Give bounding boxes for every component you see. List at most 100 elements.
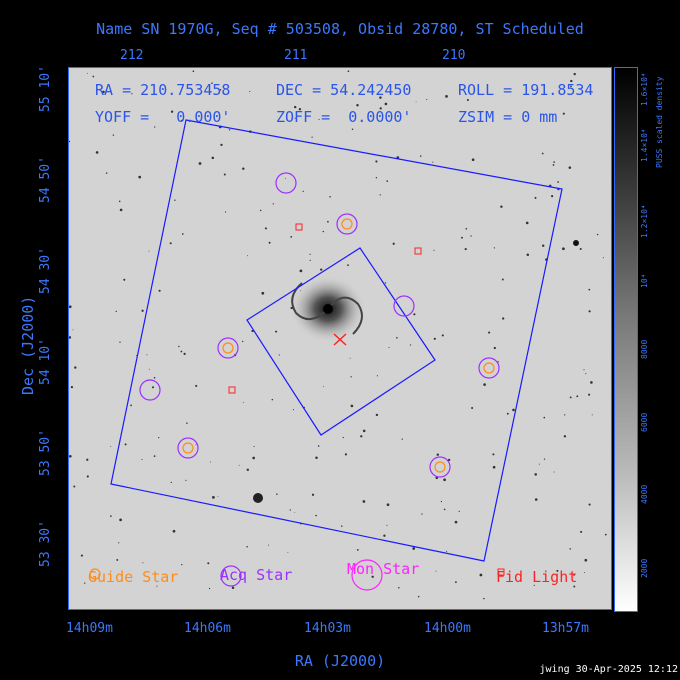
background-star bbox=[146, 354, 148, 356]
background-star bbox=[590, 381, 593, 384]
background-star bbox=[198, 162, 202, 165]
background-star bbox=[180, 350, 183, 353]
background-star bbox=[368, 119, 370, 121]
background-star bbox=[68, 140, 71, 143]
background-star bbox=[562, 247, 565, 251]
background-star bbox=[287, 93, 289, 95]
mon-star-legend-icon bbox=[351, 559, 383, 591]
background-star bbox=[158, 436, 160, 439]
background-star bbox=[376, 375, 378, 377]
star-bright-1 bbox=[253, 493, 263, 503]
bottom-tick-5: 13h57m bbox=[542, 621, 589, 636]
background-star bbox=[426, 98, 428, 101]
roll-value: ROLL = 191.8534 bbox=[458, 81, 594, 99]
background-star bbox=[470, 235, 472, 237]
background-star bbox=[580, 530, 583, 533]
background-star bbox=[156, 585, 158, 587]
legend-fid-label: Fid Light bbox=[496, 568, 578, 586]
background-star bbox=[483, 383, 486, 386]
fid-light-markers bbox=[228, 223, 422, 394]
background-star bbox=[112, 134, 115, 136]
background-star bbox=[440, 500, 443, 503]
background-star bbox=[311, 136, 313, 138]
background-star bbox=[186, 422, 188, 424]
background-star bbox=[584, 572, 585, 573]
background-star bbox=[323, 385, 325, 387]
background-star bbox=[294, 105, 297, 109]
background-star bbox=[347, 70, 350, 73]
background-star bbox=[398, 586, 400, 589]
background-star bbox=[142, 562, 144, 564]
background-star bbox=[379, 107, 382, 110]
background-star bbox=[170, 110, 174, 113]
outer-field-of-view bbox=[110, 119, 563, 562]
background-star bbox=[493, 346, 496, 350]
background-star bbox=[172, 529, 176, 533]
background-star bbox=[417, 595, 420, 598]
background-star bbox=[534, 498, 538, 501]
background-star bbox=[195, 444, 197, 446]
bottom-tick-3: 14h03m bbox=[304, 621, 351, 636]
background-star bbox=[441, 334, 444, 337]
background-star bbox=[217, 495, 219, 497]
background-star bbox=[350, 376, 352, 378]
background-star bbox=[212, 496, 215, 499]
background-star bbox=[315, 456, 318, 459]
background-star bbox=[249, 91, 251, 93]
background-star bbox=[92, 75, 95, 78]
background-star bbox=[342, 436, 344, 439]
background-star bbox=[502, 317, 505, 320]
background-star bbox=[563, 435, 567, 438]
background-star bbox=[591, 414, 593, 416]
background-star bbox=[246, 545, 248, 548]
background-star bbox=[534, 473, 537, 476]
background-star bbox=[130, 404, 132, 407]
background-star bbox=[573, 72, 576, 76]
background-star bbox=[588, 310, 591, 313]
background-star bbox=[151, 386, 155, 389]
background-star bbox=[110, 515, 112, 517]
colorbar-tick-8: 1.6×10⁴ bbox=[640, 72, 649, 106]
background-star bbox=[284, 177, 286, 179]
background-star bbox=[379, 96, 382, 99]
background-star bbox=[541, 244, 545, 247]
background-star bbox=[242, 340, 244, 343]
background-star bbox=[384, 282, 387, 284]
background-star bbox=[154, 126, 156, 128]
background-star bbox=[174, 199, 176, 201]
background-star bbox=[318, 119, 320, 121]
background-star bbox=[115, 310, 117, 313]
background-star bbox=[401, 438, 403, 440]
background-star bbox=[413, 313, 416, 316]
background-star bbox=[445, 95, 448, 98]
ra-value: RA = 210.753458 bbox=[95, 81, 231, 99]
background-star bbox=[180, 119, 183, 122]
bottom-tick-4: 14h00m bbox=[424, 621, 471, 636]
background-star bbox=[553, 471, 555, 473]
background-star bbox=[271, 398, 274, 401]
background-star bbox=[246, 468, 250, 472]
background-star bbox=[541, 152, 544, 155]
background-star bbox=[278, 354, 280, 356]
background-star bbox=[562, 112, 565, 115]
bottom-tick-1: 14h09m bbox=[66, 621, 113, 636]
background-star bbox=[446, 550, 448, 552]
background-star bbox=[223, 173, 226, 176]
background-star bbox=[465, 227, 468, 230]
zoff-value: ZOFF = 0.0000' bbox=[276, 108, 412, 126]
background-star bbox=[341, 525, 343, 527]
background-star bbox=[461, 236, 463, 239]
background-star bbox=[275, 330, 278, 333]
background-star bbox=[311, 493, 315, 496]
zsim-value: ZSIM = 0 mm bbox=[458, 108, 558, 126]
background-star bbox=[479, 573, 483, 577]
background-star bbox=[95, 151, 99, 154]
background-star bbox=[556, 569, 559, 572]
background-star bbox=[443, 508, 446, 511]
background-star bbox=[74, 366, 77, 369]
background-star bbox=[123, 278, 126, 281]
background-star bbox=[87, 72, 88, 74]
acq-star-markers bbox=[139, 172, 500, 478]
background-star bbox=[349, 357, 351, 359]
background-star bbox=[178, 345, 180, 348]
